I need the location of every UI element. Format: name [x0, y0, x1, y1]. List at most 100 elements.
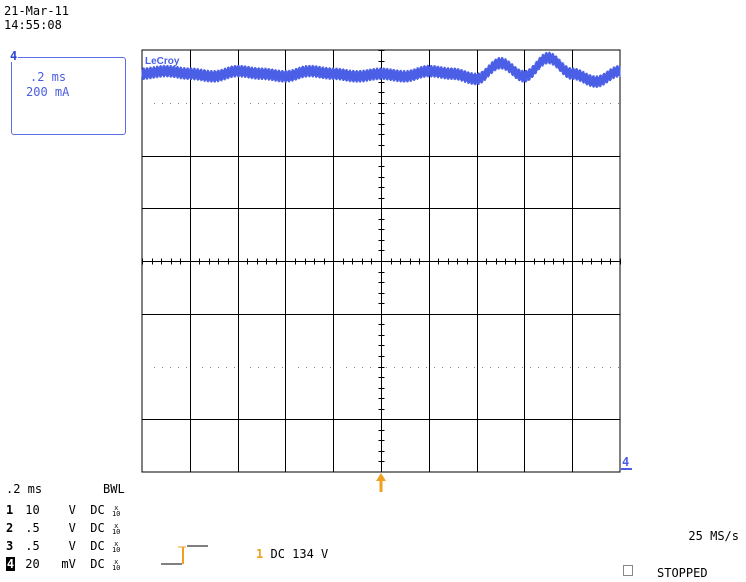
grid-dot	[570, 367, 571, 368]
grid-dot	[546, 367, 547, 368]
channel-probe: x 10	[111, 521, 121, 536]
grid-dot	[482, 103, 483, 104]
waveform-trace-layer	[141, 51, 621, 89]
grid-dot	[258, 103, 259, 104]
grid-dot	[538, 103, 539, 104]
grid-dot	[402, 103, 403, 104]
grid-dot	[618, 367, 619, 368]
grid-dot	[178, 367, 179, 368]
grid-dot	[258, 367, 259, 368]
grid-dot	[450, 367, 451, 368]
grid-dot	[514, 103, 515, 104]
trace-scale: 200 mA	[26, 85, 70, 99]
grid-dot	[202, 367, 203, 368]
grid-dot	[602, 103, 603, 104]
grid-dot	[154, 103, 155, 104]
channel-row-4[interactable]: 4 20 mV DC x 10	[6, 557, 120, 571]
grid-dot	[330, 367, 331, 368]
grid	[141, 49, 621, 473]
grid-dot	[586, 103, 587, 104]
grid-dot	[418, 103, 419, 104]
grid-dot	[346, 103, 347, 104]
grid-dot	[506, 367, 507, 368]
grid-dot	[426, 103, 427, 104]
grid-dot	[474, 103, 475, 104]
grid-dot	[226, 367, 227, 368]
channel-unit: V	[46, 539, 91, 553]
grid-dot	[178, 103, 179, 104]
channel-scale: 10	[18, 503, 47, 517]
grid-dot	[394, 367, 395, 368]
grid-dot	[370, 367, 371, 368]
grid-dot	[426, 367, 427, 368]
grid-dot	[250, 367, 251, 368]
channel-4-marker: 4	[621, 455, 632, 470]
grid-dot	[154, 367, 155, 368]
grid-dot	[330, 103, 331, 104]
grid-dot	[602, 367, 603, 368]
grid-dot	[282, 367, 283, 368]
grid-dot	[282, 103, 283, 104]
grid-dot	[354, 103, 355, 104]
grid-dot	[442, 367, 443, 368]
grid-dot	[346, 367, 347, 368]
grid-dot	[522, 367, 523, 368]
grid-dot	[546, 103, 547, 104]
channel-number: 3	[6, 539, 14, 553]
date-label: 21-Mar-11	[4, 4, 70, 18]
channel-coupling: DC	[90, 521, 112, 535]
grid-dot	[466, 103, 467, 104]
sample-rate: 25 MS/s	[688, 529, 739, 543]
channel-scale: 20	[18, 557, 47, 571]
grid-dot	[362, 103, 363, 104]
grid-dot	[530, 103, 531, 104]
channel-row-2[interactable]: 2 .5 V DC x 10	[6, 521, 120, 535]
grid-dot	[306, 103, 307, 104]
status-indicator-box	[623, 565, 633, 576]
grid-dot	[522, 103, 523, 104]
grid-dot	[298, 367, 299, 368]
grid-dot	[186, 103, 187, 104]
grid-dot	[202, 103, 203, 104]
grid-dot	[322, 103, 323, 104]
trace-descriptor-box[interactable]: 4 .2 ms 200 mA	[9, 50, 126, 135]
channel-probe: x 10	[111, 503, 121, 518]
channel-row-3[interactable]: 3 .5 V DC x 10	[6, 539, 120, 553]
grid-dot	[474, 367, 475, 368]
channel-number: 4	[6, 557, 15, 571]
grid-dot	[562, 367, 563, 368]
bwl-label: BWL	[103, 482, 125, 496]
bottom-timebase: .2 ms	[6, 482, 43, 496]
grid-dot	[578, 367, 579, 368]
grid-dot	[610, 103, 611, 104]
channel-number: 2	[6, 521, 14, 535]
grid-dot	[434, 103, 435, 104]
channel-4-marker-label: 4	[622, 455, 629, 469]
grid-dot	[306, 367, 307, 368]
grid-dot	[410, 103, 411, 104]
grid-dot	[218, 103, 219, 104]
grid-dot	[458, 103, 459, 104]
channel-probe: x 10	[111, 557, 121, 572]
channel-probe: x 10	[111, 539, 121, 554]
channel-unit: V	[46, 503, 91, 517]
grid-dot	[442, 103, 443, 104]
channel-scale: .5	[18, 539, 47, 553]
channel-coupling: DC	[90, 557, 112, 571]
trace-channel-number: 4	[9, 49, 19, 63]
grid-dot	[186, 367, 187, 368]
grid-dot	[386, 103, 387, 104]
grid-dot	[370, 103, 371, 104]
grid-dot	[210, 103, 211, 104]
grid-dot	[458, 367, 459, 368]
grid-dot	[450, 103, 451, 104]
grid-dot	[298, 103, 299, 104]
grid-dot	[498, 367, 499, 368]
trigger-channel: 1	[256, 547, 264, 561]
grid-dot	[322, 367, 323, 368]
channel-row-1[interactable]: 1 10 V DC x 10	[6, 503, 120, 517]
grid-dot	[498, 103, 499, 104]
grid-dot	[170, 103, 171, 104]
grid-dot	[490, 367, 491, 368]
